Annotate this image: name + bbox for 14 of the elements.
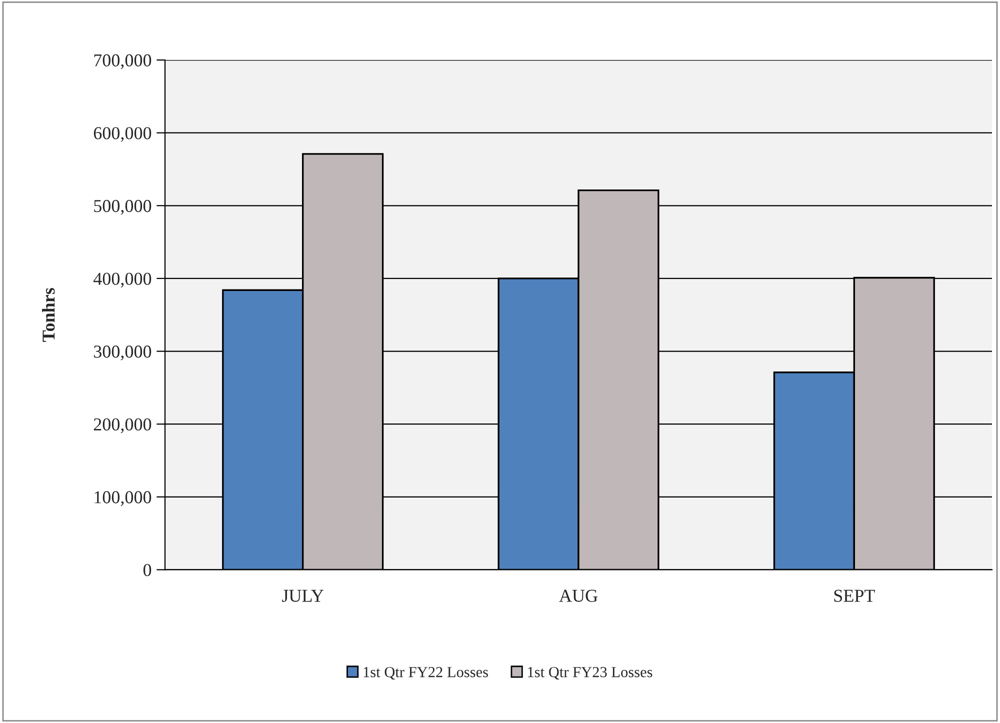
x-tick-label: SEPT — [834, 590, 875, 602]
y-axis-title: Tonhrs — [42, 288, 55, 342]
x-tick-label: JULY — [282, 590, 324, 602]
y-tick-label: 400,000 — [93, 272, 152, 288]
y-tick-label: 300,000 — [94, 346, 152, 360]
y-tick-label: 600,000 — [94, 127, 152, 142]
y-tick-label: 0 — [143, 564, 152, 576]
legend-label: 1st Qtr FY22 Losses — [364, 666, 488, 680]
y-tick-label: 200,000 — [94, 418, 152, 434]
y-tick-label: 500,000 — [94, 200, 152, 215]
legend-label: 1st Qtr FY23 Losses — [528, 666, 652, 680]
y-tick-label: 700,000 — [94, 54, 152, 70]
x-tick-label: AUG — [559, 590, 598, 602]
y-tick-label: 100,000 — [94, 491, 152, 506]
